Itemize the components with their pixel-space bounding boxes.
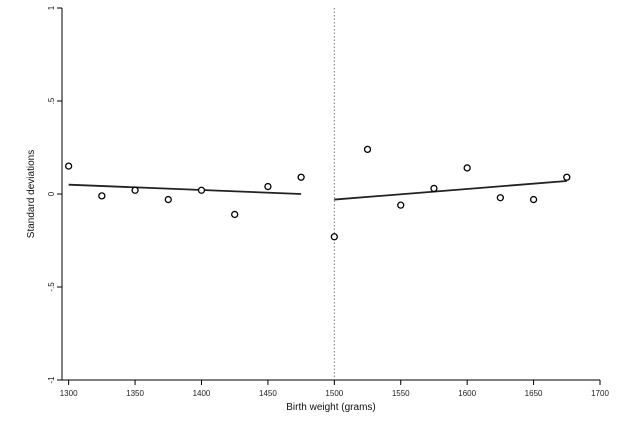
data-point xyxy=(231,210,239,219)
data-point xyxy=(430,184,438,193)
x-tick-label: 1550 xyxy=(392,389,410,398)
data-point xyxy=(363,145,372,154)
x-tick-label: 1300 xyxy=(60,389,78,398)
data-point xyxy=(529,195,538,204)
y-tick-label: -.5 xyxy=(47,282,56,292)
data-point xyxy=(397,201,405,209)
x-tick-label: 1450 xyxy=(259,389,277,398)
data-point xyxy=(164,195,172,204)
x-axis-title: Birth weight (grams) xyxy=(286,402,375,413)
data-point xyxy=(297,173,305,181)
y-tick-label: 1 xyxy=(47,5,56,10)
data-point xyxy=(563,173,571,181)
data-point xyxy=(131,186,139,194)
data-point xyxy=(463,164,471,172)
axes: 1300 1350 1400 1450 1500 1550 1600 1650 1700 1 .5 0… xyxy=(47,5,609,398)
y-tick-label: -1 xyxy=(47,376,56,384)
x-tick-label: 1700 xyxy=(591,389,609,398)
x-tick-label: 1400 xyxy=(193,389,211,398)
fit-lines xyxy=(68,180,567,201)
data-point xyxy=(330,233,338,241)
fit-line-left xyxy=(68,183,302,195)
data-point xyxy=(496,194,505,202)
data-point xyxy=(197,186,206,194)
x-tick-label: 1600 xyxy=(458,389,476,398)
y-tick-label: 0 xyxy=(47,191,56,196)
data-points xyxy=(64,145,571,241)
y-axis-title: Standard deviations xyxy=(26,150,37,238)
data-point xyxy=(64,162,73,170)
x-tick-label: 1500 xyxy=(325,389,343,398)
data-point xyxy=(98,192,106,200)
y-tick-label: .5 xyxy=(47,97,56,104)
data-point xyxy=(264,182,272,191)
x-tick-label: 1350 xyxy=(126,389,144,398)
x-tick-label: 1650 xyxy=(525,389,543,398)
fit-line-right xyxy=(334,180,567,201)
